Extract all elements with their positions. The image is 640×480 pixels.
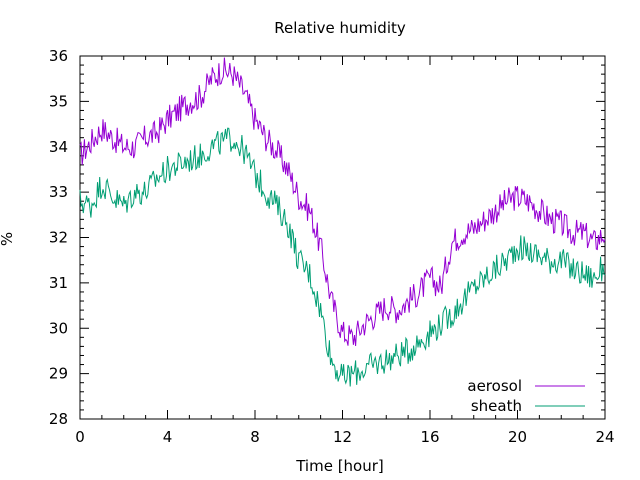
y-axis-label: %	[0, 232, 16, 246]
y-tick-label: 30	[49, 319, 68, 337]
legend-label-aerosol: aerosol	[467, 377, 522, 395]
chart-title: Relative humidity	[274, 19, 406, 37]
x-tick-label: 0	[75, 428, 85, 446]
plot-area: 0 4 8 12 16 20 24 28 29 30 31 32 33 34 35 36 aerosol shea…	[49, 47, 615, 446]
y-tick-label: 33	[49, 183, 68, 201]
y-tick-label: 32	[49, 229, 68, 247]
x-tick-label: 20	[508, 428, 527, 446]
series-line-sheath	[79, 127, 606, 387]
x-axis-label: Time [hour]	[295, 457, 384, 475]
y-tick-label: 31	[49, 274, 68, 292]
y-tick-label: 36	[49, 47, 68, 65]
x-tick-label: 4	[163, 428, 173, 446]
x-tick-label: 24	[595, 428, 614, 446]
y-tick-label: 34	[49, 138, 68, 156]
y-tick-label: 35	[49, 92, 68, 110]
x-tick-label: 16	[420, 428, 439, 446]
plot-frame	[79, 55, 606, 420]
y-tick-label: 29	[49, 365, 68, 383]
y-tick-label: 28	[49, 410, 68, 428]
x-tick-label: 8	[250, 428, 260, 446]
legend-label-sheath: sheath	[471, 397, 522, 415]
x-tick-label: 12	[333, 428, 352, 446]
series-line-aerosol	[79, 57, 606, 347]
